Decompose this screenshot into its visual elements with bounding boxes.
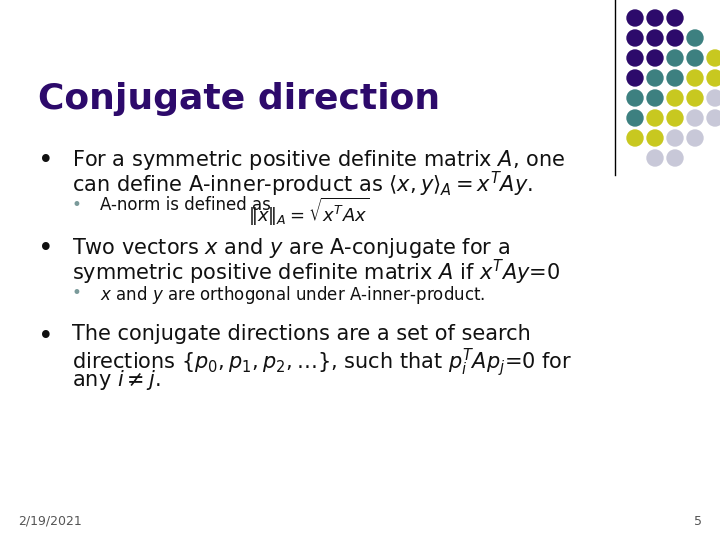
Text: can define A-inner-product as $\langle x, y\rangle_A = x^TAy$.: can define A-inner-product as $\langle x… (72, 170, 533, 199)
Text: symmetric positive definite matrix $A$ if $x^TAy$=0: symmetric positive definite matrix $A$ i… (72, 258, 560, 287)
Text: •: • (72, 284, 82, 302)
Circle shape (667, 110, 683, 126)
Circle shape (627, 90, 643, 106)
Circle shape (707, 110, 720, 126)
Circle shape (667, 50, 683, 66)
Text: For a symmetric positive definite matrix $A$, one: For a symmetric positive definite matrix… (72, 148, 565, 172)
Circle shape (667, 130, 683, 146)
Circle shape (667, 150, 683, 166)
Circle shape (647, 150, 663, 166)
Circle shape (627, 110, 643, 126)
Text: •: • (38, 324, 53, 350)
Circle shape (667, 30, 683, 46)
Circle shape (687, 50, 703, 66)
Circle shape (707, 70, 720, 86)
Circle shape (667, 10, 683, 26)
Circle shape (707, 50, 720, 66)
Circle shape (687, 110, 703, 126)
Circle shape (667, 70, 683, 86)
Text: Two vectors $x$ and $y$ are A-conjugate for a: Two vectors $x$ and $y$ are A-conjugate … (72, 236, 510, 260)
Circle shape (627, 70, 643, 86)
Text: •: • (72, 196, 82, 214)
Circle shape (627, 130, 643, 146)
Text: any $i \neq j$.: any $i \neq j$. (72, 368, 161, 392)
Circle shape (687, 70, 703, 86)
Circle shape (627, 10, 643, 26)
Circle shape (687, 30, 703, 46)
Text: $\|x\|_A = \sqrt{x^TAx}$: $\|x\|_A = \sqrt{x^TAx}$ (248, 196, 369, 228)
Circle shape (647, 130, 663, 146)
Circle shape (687, 90, 703, 106)
Circle shape (627, 30, 643, 46)
Text: •: • (38, 148, 53, 174)
Text: Conjugate direction: Conjugate direction (38, 82, 440, 116)
Text: 2/19/2021: 2/19/2021 (18, 515, 82, 528)
Text: The conjugate directions are a set of search: The conjugate directions are a set of se… (72, 324, 531, 344)
Text: 5: 5 (694, 515, 702, 528)
Circle shape (647, 50, 663, 66)
Circle shape (707, 90, 720, 106)
Circle shape (647, 110, 663, 126)
Circle shape (667, 90, 683, 106)
Circle shape (627, 50, 643, 66)
Circle shape (647, 10, 663, 26)
Text: •: • (38, 236, 53, 262)
Text: $x$ and $y$ are orthogonal under A-inner-product.: $x$ and $y$ are orthogonal under A-inner… (100, 284, 485, 306)
Circle shape (647, 70, 663, 86)
Circle shape (647, 90, 663, 106)
Circle shape (647, 30, 663, 46)
Text: directions $\{p_0, p_1, p_2,\ldots\}$, such that $p_i^TAp_j$=0 for: directions $\{p_0, p_1, p_2,\ldots\}$, s… (72, 346, 572, 378)
Circle shape (687, 130, 703, 146)
Text: A-norm is defined as: A-norm is defined as (100, 196, 271, 214)
